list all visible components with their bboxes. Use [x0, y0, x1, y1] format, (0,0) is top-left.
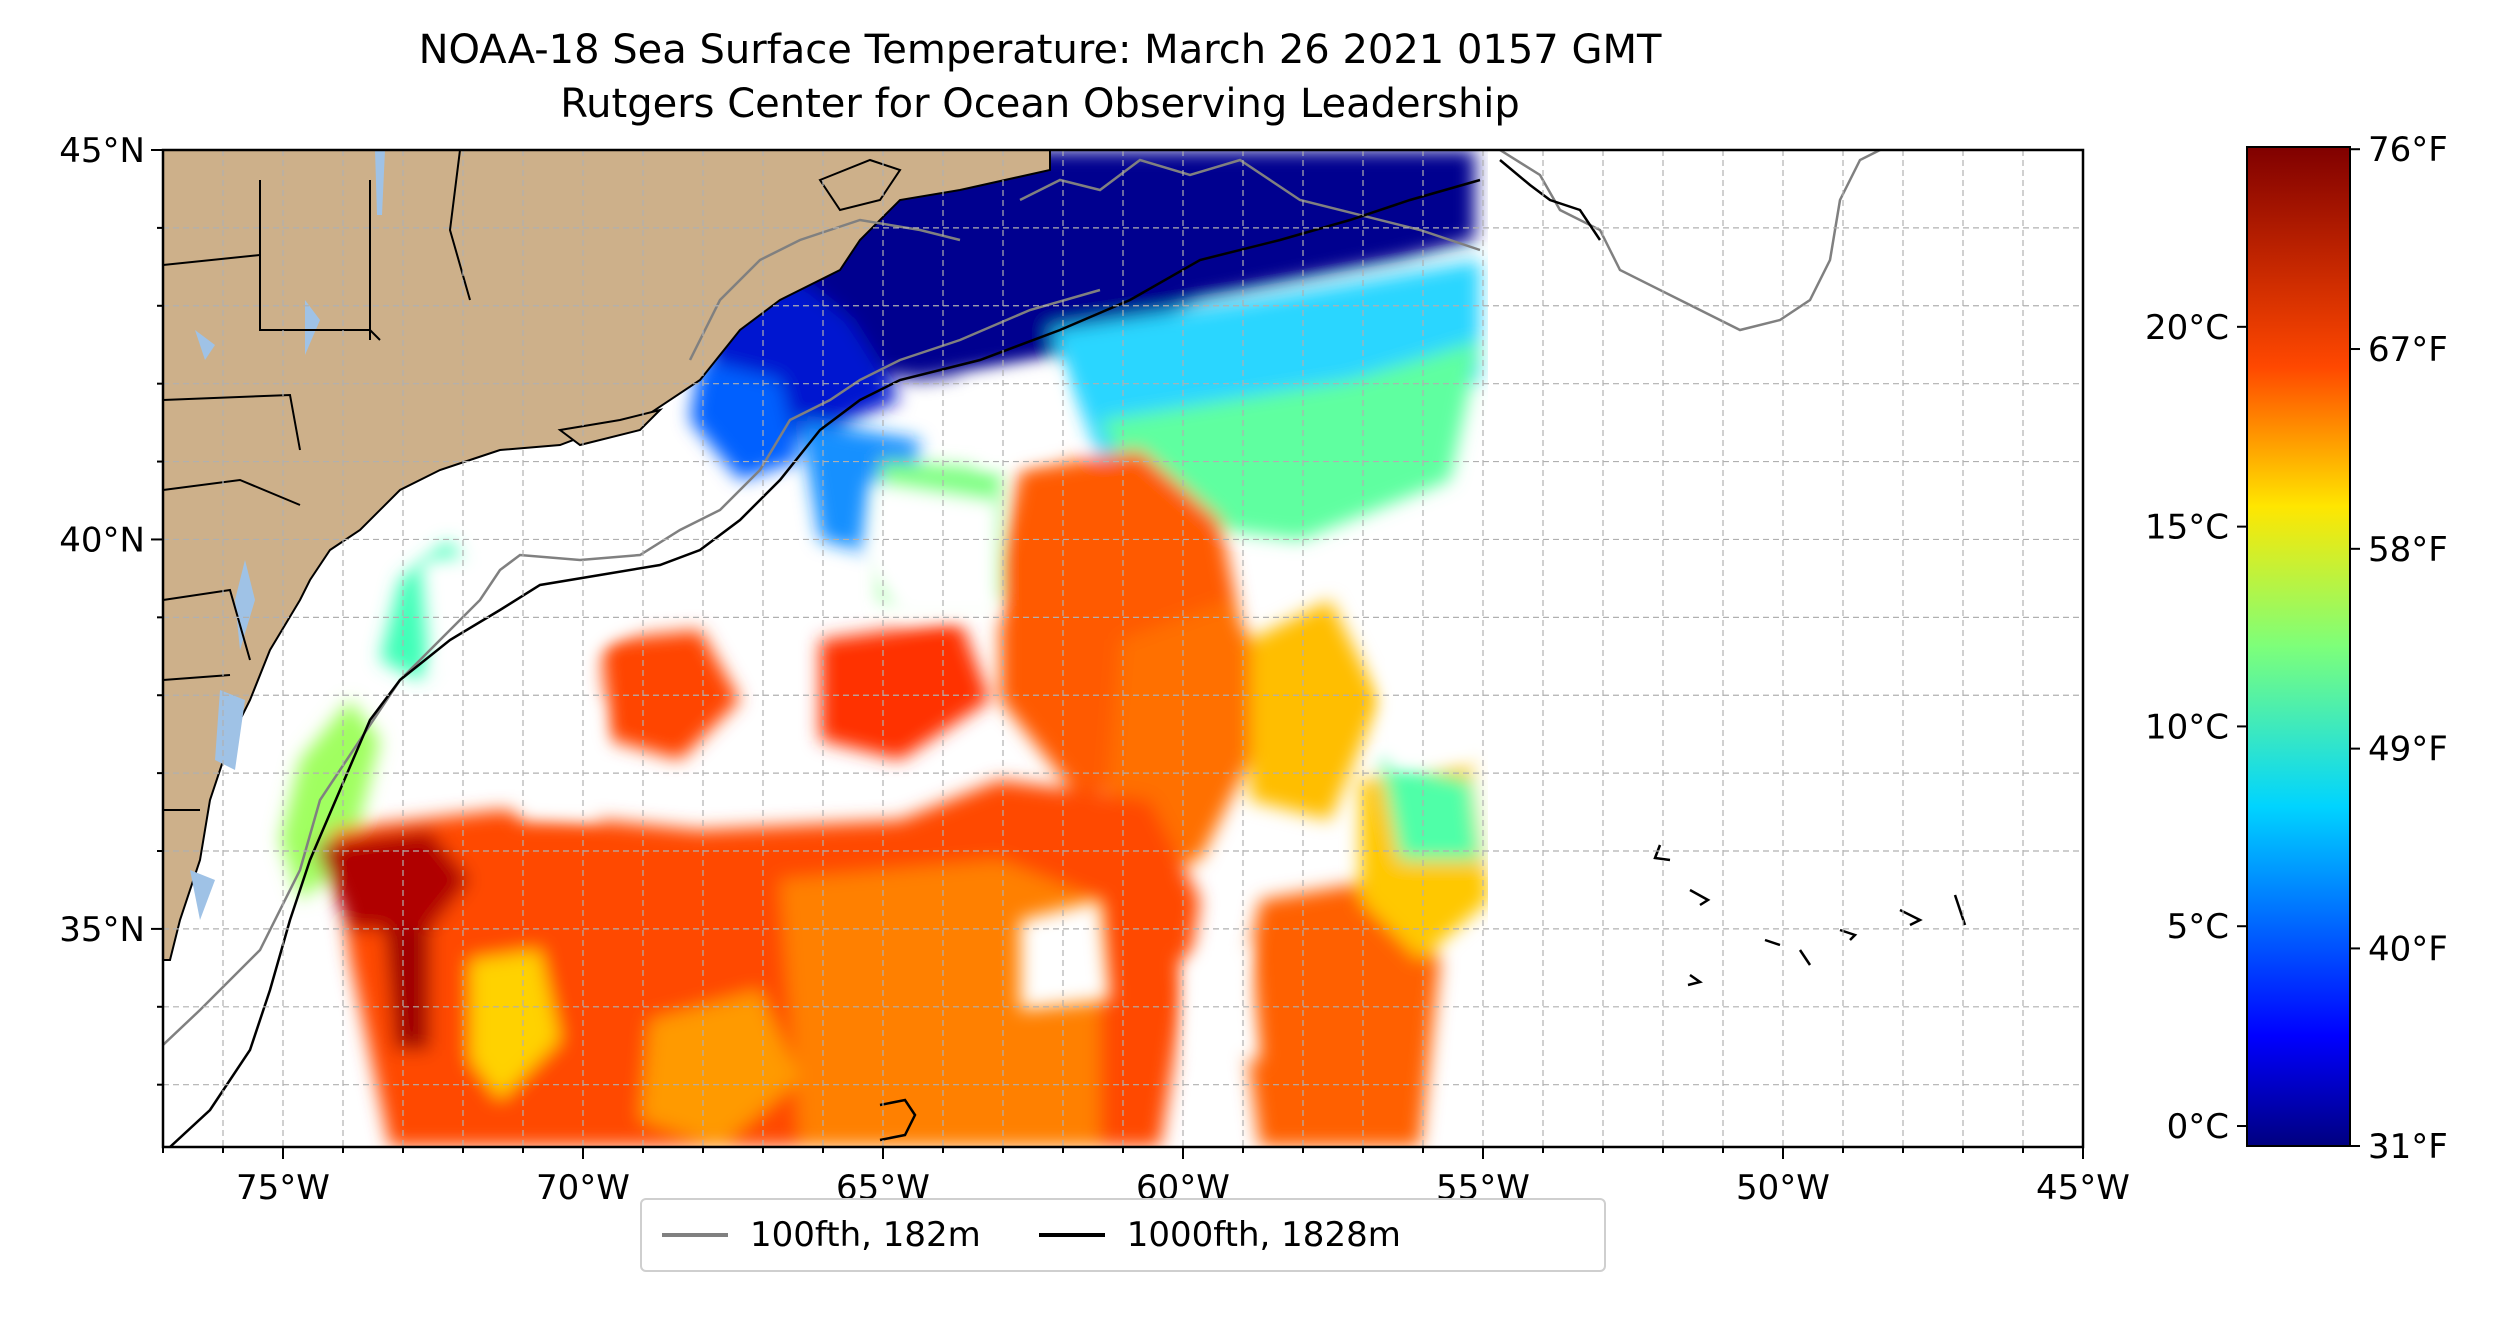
land-layer — [163, 150, 1051, 961]
state-borders — [163, 150, 471, 811]
fahrenheit-tick-label: 31°F — [2368, 1127, 2448, 1167]
lon-tick-label: 70°W — [536, 1168, 630, 1208]
legend-item-1000fth: 1000fth, 1828m — [1019, 1215, 1401, 1255]
lon-tick-label: 50°W — [1736, 1168, 1830, 1208]
colorbar-gradient — [2246, 146, 2351, 1147]
map-subtitle: Rutgers Center for Ocean Observing Leade… — [560, 81, 1520, 127]
fahrenheit-tick-label: 67°F — [2368, 330, 2448, 370]
legend-swatch-gray — [662, 1233, 728, 1237]
fahrenheit-tick-label: 58°F — [2368, 530, 2448, 570]
fahrenheit-tick-label: 49°F — [2368, 730, 2448, 770]
legend-swatch-black — [1038, 1233, 1105, 1237]
lat-tick-label: 35°N — [59, 910, 145, 950]
map-title: NOAA-18 Sea Surface Temperature: March 2… — [418, 27, 1662, 73]
fahrenheit-tick-label: 40°F — [2368, 929, 2448, 969]
celsius-tick-label: 10°C — [2145, 707, 2229, 747]
legend-item-100fth: 100fth, 182m — [642, 1215, 981, 1255]
lat-tick-label: 45°N — [59, 131, 145, 171]
celsius-tick-label: 20°C — [2145, 308, 2229, 348]
celsius-tick-label: 0°C — [2167, 1107, 2229, 1147]
lon-tick-label: 45°W — [2036, 1168, 2130, 1208]
isobath-100fth — [163, 150, 1881, 1046]
fahrenheit-tick-label: 76°F — [2368, 130, 2448, 170]
legend-label-1000fth: 1000fth, 1828m — [1126, 1215, 1401, 1255]
legend-label-100fth: 100fth, 182m — [750, 1215, 981, 1255]
celsius-tick-label: 15°C — [2145, 508, 2229, 548]
map-gridlines — [162, 149, 2084, 1147]
no-data-gaps — [420, 360, 1480, 1060]
lat-tick-label: 40°N — [59, 520, 145, 560]
celsius-tick-label: 5°C — [2167, 907, 2229, 947]
isobath-legend: 100fth, 182m 1000fth, 1828m — [640, 1198, 1606, 1272]
sst-data-layer — [280, 150, 1490, 1147]
lon-tick-label: 75°W — [236, 1168, 330, 1208]
